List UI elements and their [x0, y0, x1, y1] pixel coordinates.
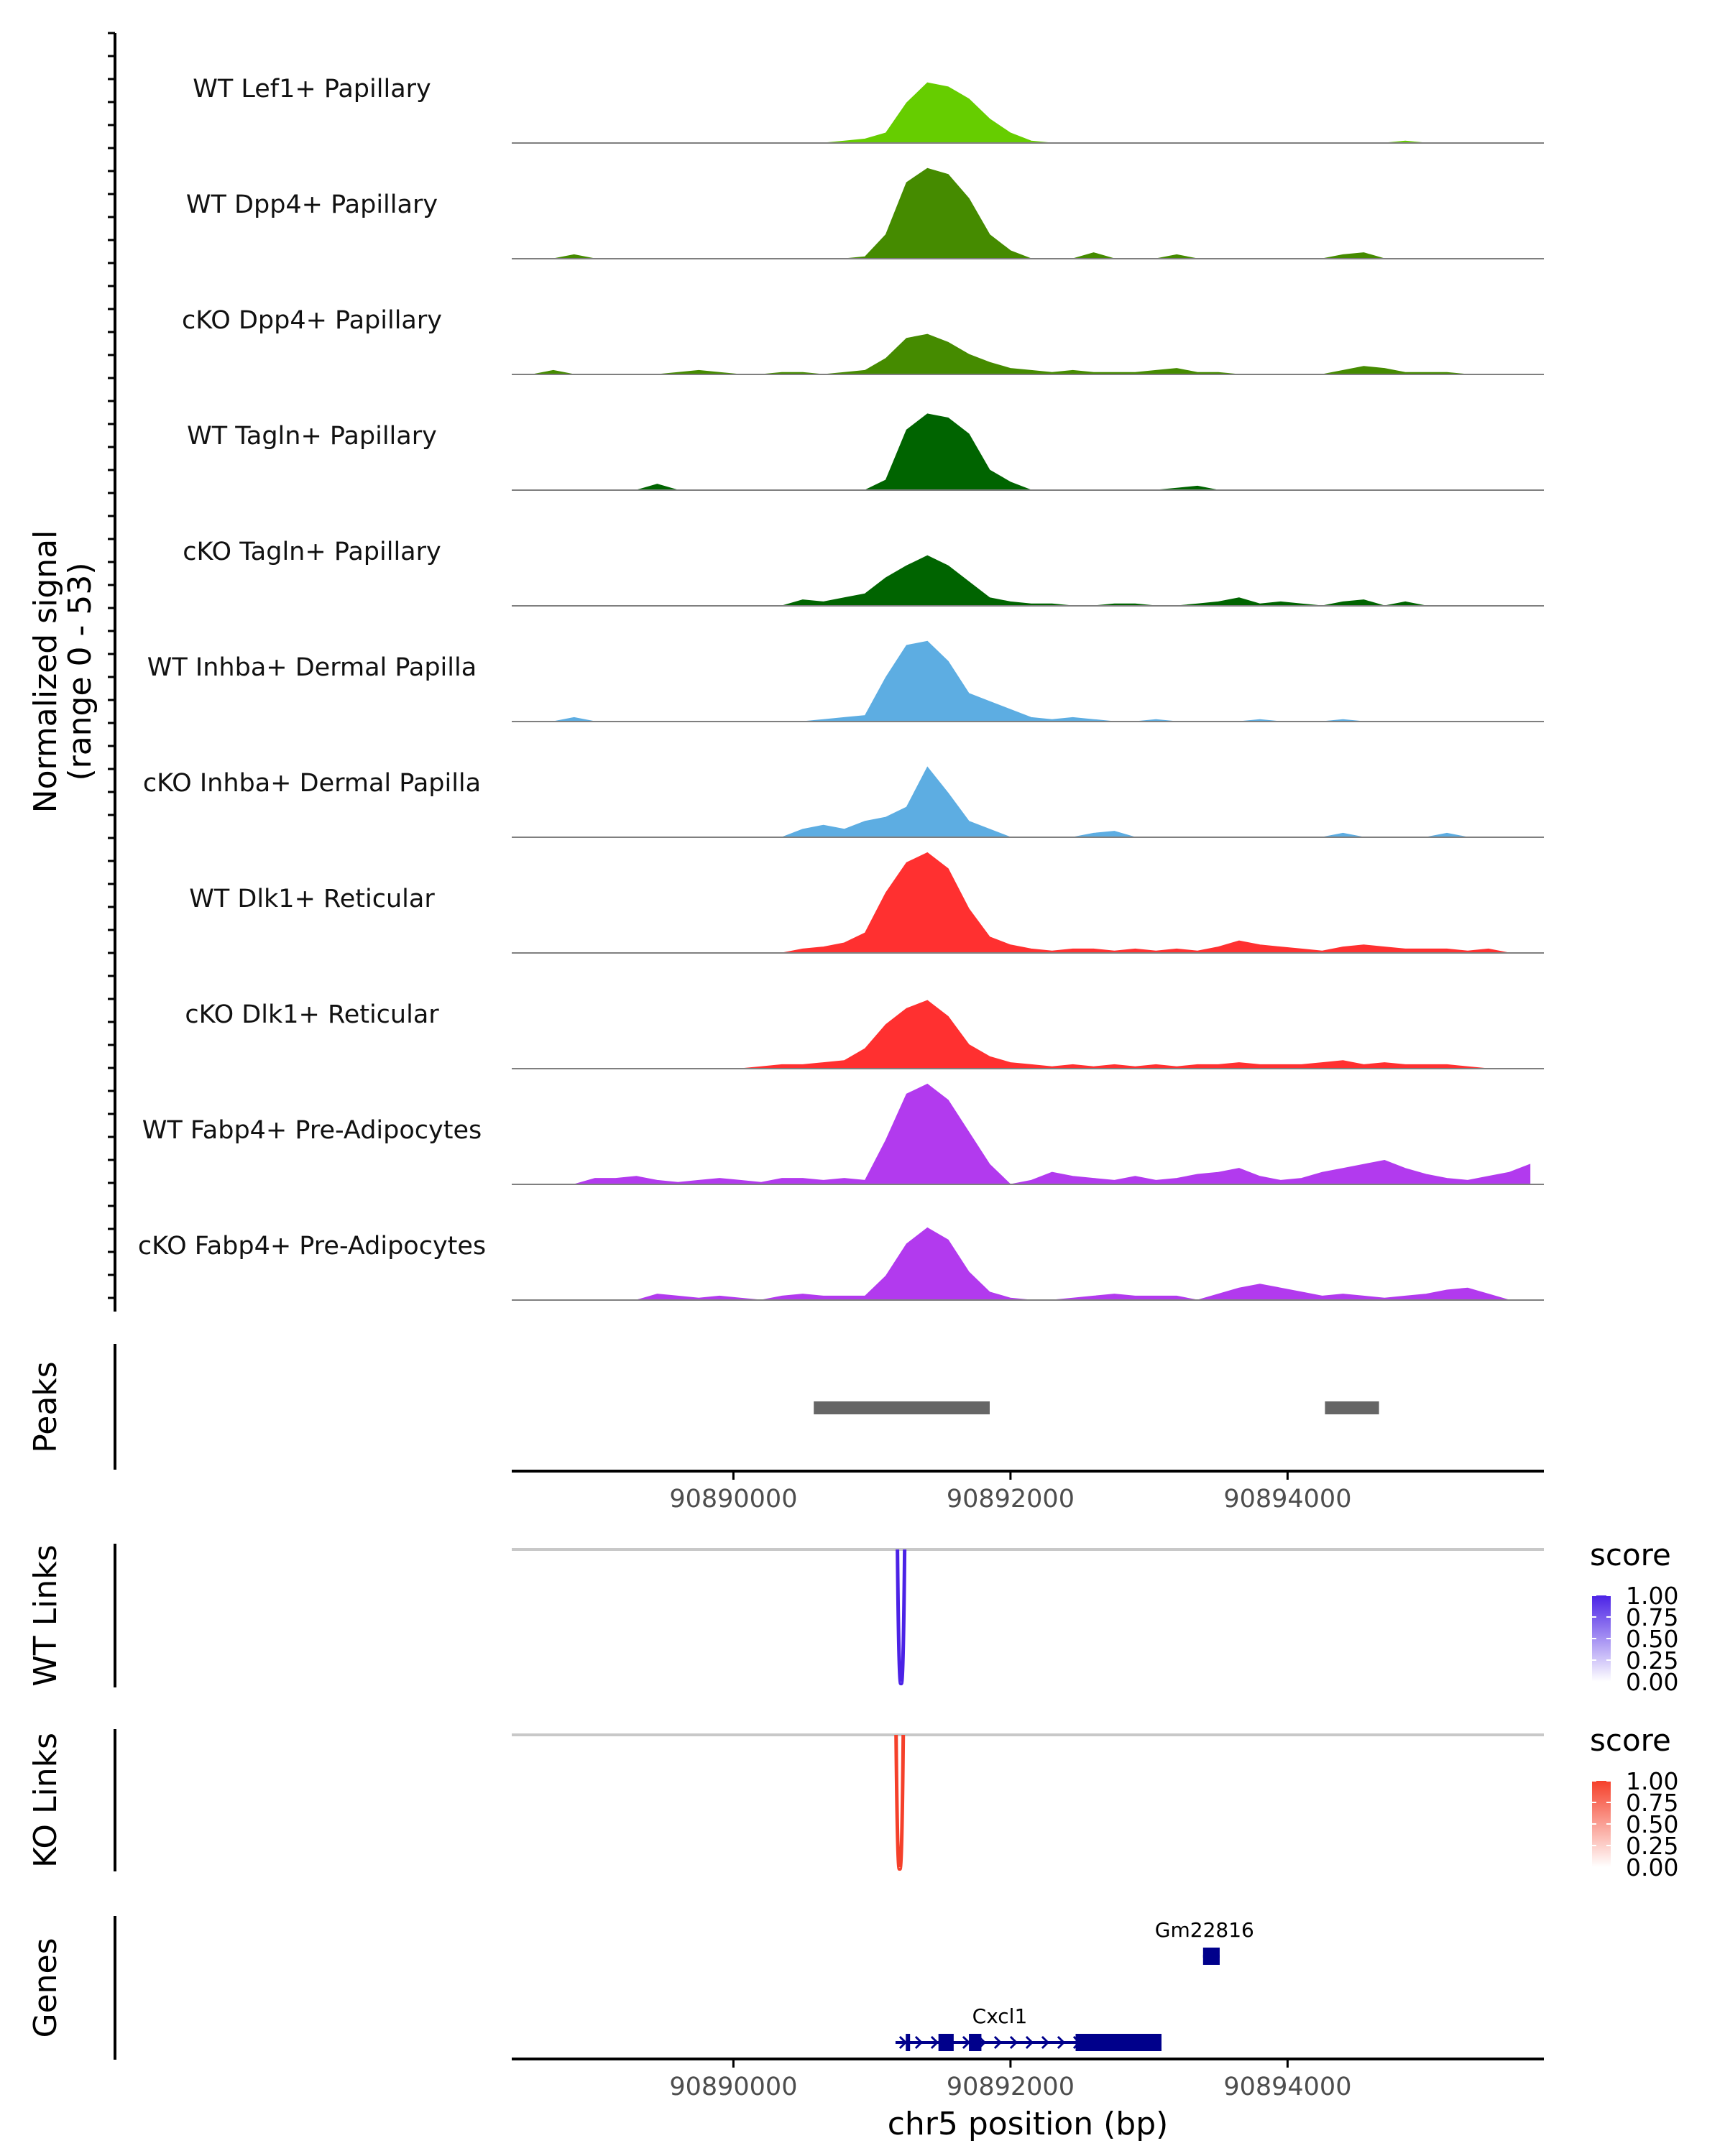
peaks-panel: Peaks 90890000 90892000 90894000 — [27, 1344, 1544, 1514]
strand-arrow — [914, 2035, 924, 2050]
legend-value: 0.25 — [1626, 1832, 1678, 1860]
coverage-track-label: WT Inhba+ Dermal Papilla — [147, 653, 477, 682]
coverage-area — [512, 82, 1530, 144]
x-axis-tick-label: 90890000 — [669, 2073, 797, 2101]
legend-value: 1.00 — [1626, 1767, 1678, 1795]
legend-value: 1.00 — [1626, 1582, 1678, 1610]
peak-region — [1325, 1401, 1379, 1414]
legend-value: 0.00 — [1626, 1853, 1678, 1881]
gene-name: Gm22816 — [1155, 1918, 1254, 1942]
coverage-track: cKO Dpp4+ Papillary — [182, 306, 1544, 375]
coverage-area — [512, 555, 1530, 607]
gene-exon — [938, 2034, 954, 2051]
legend-value: 0.00 — [1626, 1668, 1678, 1696]
coverage-track: WT Dpp4+ Papillary — [186, 167, 1544, 259]
coverage-track-label: cKO Fabp4+ Pre-Adipocytes — [138, 1232, 486, 1261]
coverage-track: WT Lef1+ Papillary — [193, 75, 1544, 144]
legend-title: score — [1590, 1723, 1671, 1758]
legend-value: 0.50 — [1626, 1625, 1678, 1653]
coverage-track: cKO Inhba+ Dermal Papilla — [143, 766, 1544, 838]
peak-region — [814, 1401, 990, 1414]
coverage-area — [512, 640, 1530, 722]
strand-arrow — [962, 2035, 971, 2050]
coverage-area — [512, 167, 1530, 259]
coverage-area — [512, 1000, 1530, 1069]
legend-value: 0.50 — [1626, 1810, 1678, 1838]
gene-name: Cxcl1 — [972, 2004, 1028, 2028]
coverage-track: cKO Tagln+ Papillary — [183, 538, 1544, 607]
coverage-track-label: cKO Inhba+ Dermal Papilla — [143, 769, 481, 798]
coverage-area — [512, 852, 1530, 954]
legend-title: score — [1590, 1537, 1671, 1572]
coverage-track-label: cKO Dlk1+ Reticular — [185, 1000, 439, 1029]
strand-arrow — [898, 2035, 908, 2050]
gene-exon — [906, 2034, 911, 2051]
links-label: KO Links — [27, 1733, 64, 1868]
coverage-area — [512, 333, 1530, 375]
gene-exon — [1075, 2034, 1162, 2051]
strand-arrow — [993, 2035, 1003, 2050]
coverage-track-label: WT Tagln+ Papillary — [187, 422, 437, 451]
strand-arrow — [930, 2035, 939, 2050]
gene-model: Gm22816 — [1155, 1918, 1254, 1965]
legend-value: 0.75 — [1626, 1789, 1678, 1817]
strand-arrow — [1041, 2035, 1050, 2050]
coverage-area — [512, 766, 1530, 838]
x-axis-tick-label: 90892000 — [947, 2073, 1075, 2101]
coverage-track: cKO Dlk1+ Reticular — [185, 1000, 1544, 1069]
link-arc — [896, 1549, 907, 1685]
coverage-y-label-range: (range 0 - 53) — [62, 562, 98, 780]
coverage-track: WT Dlk1+ Reticular — [189, 852, 1544, 954]
coverage-area — [512, 1227, 1530, 1301]
coverage-track-label: cKO Dpp4+ Papillary — [182, 306, 442, 335]
gene-model: Cxcl1 — [895, 2004, 1162, 2051]
genes-label: Genes — [27, 1938, 64, 2037]
genes-panel: Genes Gm22816 Cxcl1 90890000 90892000 9089400… — [27, 1916, 1544, 2142]
links-label: WT Links — [27, 1544, 64, 1686]
coverage-panel: Normalized signal(range 0 - 53) WT Lef1+ … — [27, 32, 1544, 1312]
x-axis-tick-label: 90892000 — [947, 1485, 1075, 1514]
x-axis-tick-label: 90894000 — [1223, 2073, 1351, 2101]
coverage-y-label: Normalized signal — [27, 530, 64, 814]
strand-arrow — [1025, 2035, 1034, 2050]
x-axis-tick-label: 90894000 — [1223, 1485, 1351, 1514]
strand-arrow — [1009, 2035, 1018, 2050]
gene-exon — [1202, 1948, 1220, 1965]
coverage-track: WT Tagln+ Papillary — [187, 413, 1544, 491]
link-arc — [894, 1734, 906, 1871]
coverage-track: cKO Fabp4+ Pre-Adipocytes — [138, 1227, 1544, 1301]
coverage-track-label: cKO Tagln+ Papillary — [183, 538, 441, 566]
gene-exon — [969, 2034, 982, 2051]
coverage-track-label: WT Dpp4+ Papillary — [186, 190, 438, 219]
coverage-track-label: WT Fabp4+ Pre-Adipocytes — [142, 1116, 482, 1145]
coverage-track-label: WT Dlk1+ Reticular — [189, 885, 435, 913]
strand-arrow — [1057, 2035, 1066, 2050]
legend-value: 0.25 — [1626, 1646, 1678, 1674]
peaks-label: Peaks — [27, 1361, 64, 1452]
x-axis-title: chr5 position (bp) — [888, 2106, 1169, 2142]
coverage-area — [512, 413, 1530, 491]
coverage-track-label: WT Lef1+ Papillary — [193, 75, 431, 103]
legend-value: 0.75 — [1626, 1603, 1678, 1631]
x-axis-tick-label: 90890000 — [669, 1485, 797, 1514]
coverage-area — [512, 1083, 1531, 1185]
coverage-track: WT Inhba+ Dermal Papilla — [147, 640, 1544, 722]
coverage-track: WT Fabp4+ Pre-Adipocytes — [142, 1083, 1544, 1185]
